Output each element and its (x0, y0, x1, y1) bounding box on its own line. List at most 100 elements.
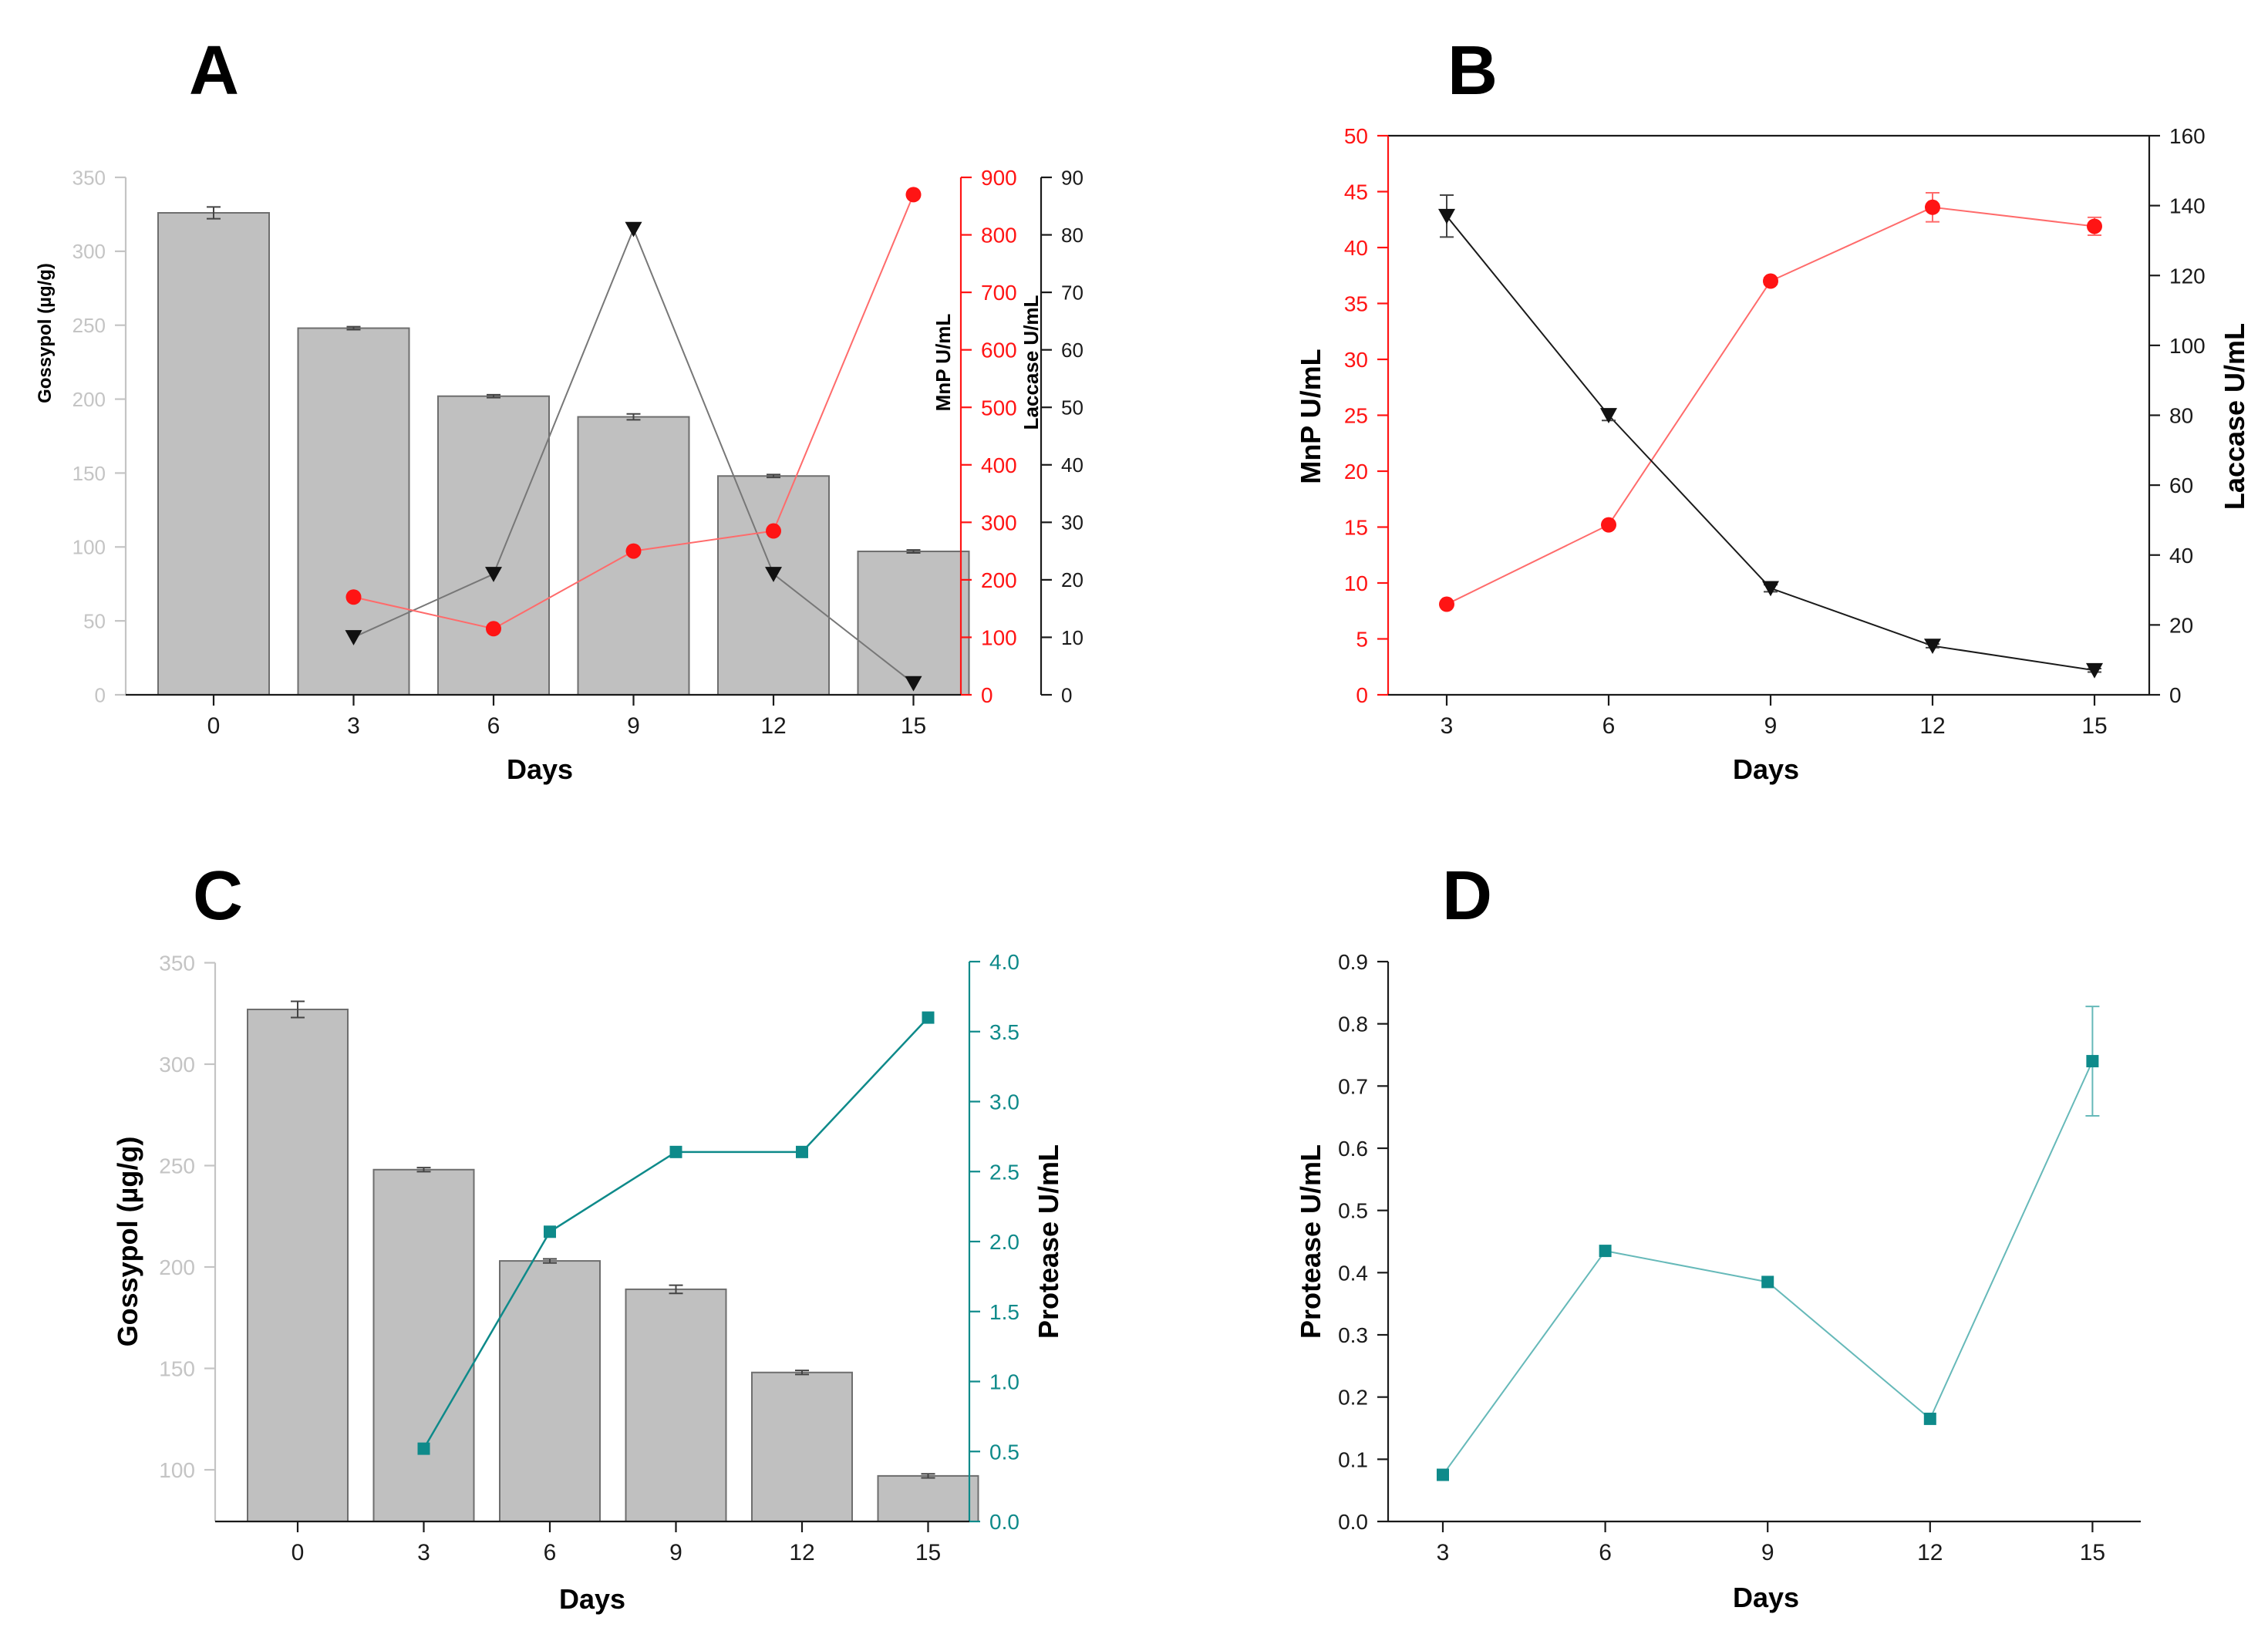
laccase-axis-tick-label: 40 (1061, 453, 1083, 477)
panel-letter: A (189, 32, 239, 110)
x-axis-tick-label: 12 (1917, 1540, 1943, 1565)
mnp-axis-tick-label: 40 (1344, 236, 1368, 260)
bar (857, 551, 970, 696)
laccase-marker (1924, 639, 1941, 655)
mnp-axis-tick-label: 50 (1344, 124, 1368, 148)
protease-axis-title: Protease U/mL (1295, 1144, 1326, 1339)
laccase-marker (1600, 408, 1617, 423)
x-axis-tick-label: 9 (669, 1540, 682, 1565)
protease-marker (1599, 1245, 1612, 1258)
mnp-marker (1763, 273, 1778, 289)
mnp-axis-tick-label: 25 (1344, 404, 1368, 428)
x-axis-tick-label: 15 (915, 1540, 941, 1565)
x-axis-tick-label: 3 (1441, 713, 1454, 739)
protease-axis-tick-label: 0.7 (1338, 1074, 1368, 1098)
laccase-axis-tick-label: 60 (2169, 473, 2193, 497)
bar (499, 1260, 601, 1522)
mnp-axis-tick-label: 35 (1344, 292, 1368, 316)
bar (247, 1008, 349, 1522)
gossypol-axis-tick-label: 350 (72, 166, 106, 189)
protease-marker (669, 1145, 682, 1158)
mnp-marker (1925, 199, 1940, 215)
mnp-axis-tick-label: 100 (981, 626, 1017, 650)
mnp-marker (1601, 517, 1616, 533)
mnp-marker (766, 523, 781, 539)
protease-axis-tick-label: 2.0 (989, 1230, 1019, 1254)
laccase-axis-tick-label: 10 (1061, 626, 1083, 649)
laccase-marker (485, 567, 502, 582)
bar (437, 395, 550, 696)
gossypol-axis-tick-label: 300 (159, 1053, 195, 1077)
protease-axis-tick-label: 1.5 (989, 1300, 1019, 1324)
bar (877, 1474, 979, 1523)
panel-d-chart: D 0.0 0.1 0.2 0.3 0.4 0.5 0.6 0.7 0.8 0.9 3 6 9 12 15 Da… (1295, 858, 2141, 1613)
gossypol-axis-tick-label: 250 (159, 1154, 195, 1178)
x-axis-tick-label: 12 (1919, 713, 1945, 739)
laccase-axis-tick-label: 80 (1061, 224, 1083, 247)
mnp-marker (625, 543, 642, 559)
gossypol-axis-tick-label: 250 (72, 314, 106, 337)
gossypol-axis-tick-label: 200 (159, 1255, 195, 1279)
x-axis-tick-label: 3 (417, 1540, 430, 1565)
protease-axis-tick-label: 0.5 (1338, 1199, 1368, 1223)
laccase-axis-tick-label: 40 (2169, 544, 2193, 568)
protease-axis-tick-label: 2.5 (989, 1160, 1019, 1184)
protease-axis-title: Protease U/mL (1033, 1144, 1064, 1339)
protease-marker (544, 1225, 556, 1238)
laccase-axis-tick-label: 140 (2169, 194, 2206, 218)
x-axis-title: Days (559, 1583, 625, 1615)
protease-axis-tick-label: 0.6 (1338, 1137, 1368, 1161)
mnp-axis-tick-label: 10 (1344, 571, 1368, 595)
mnp-marker (2087, 218, 2102, 234)
panel-a-chart: A050100150200250300350010020030040050060… (35, 32, 1083, 785)
mnp-axis-tick-label: 600 (981, 339, 1017, 362)
panel-letter: D (1442, 858, 1492, 935)
protease-line (1442, 1060, 2094, 1476)
gossypol-axis-tick-label: 0 (95, 683, 106, 706)
laccase-axis-tick-label: 60 (1061, 339, 1083, 362)
laccase-axis-tick-label: 160 (2169, 124, 2206, 148)
protease-axis-tick-label: 3.5 (989, 1020, 1019, 1044)
protease-axis-tick-label: 0.5 (989, 1440, 1019, 1464)
x-axis-tick-label: 9 (1764, 713, 1778, 739)
bar (625, 1288, 727, 1523)
mnp-axis-tick-label: 45 (1344, 180, 1368, 204)
x-axis-tick-label: 15 (901, 713, 926, 739)
x-axis-title: Days (1733, 1582, 1799, 1613)
laccase-axis-tick-label: 90 (1061, 166, 1083, 189)
x-axis-tick-label: 15 (2080, 1540, 2105, 1565)
gossypol-axis-title: Gossypol (µg/g) (35, 263, 56, 403)
protease-axis-tick-label: 0.0 (989, 1510, 1019, 1534)
x-axis-tick-label: 6 (1599, 1540, 1612, 1565)
protease-axis-tick-label: 0.9 (1338, 950, 1368, 974)
mnp-axis-tick-label: 700 (981, 281, 1017, 305)
gossypol-axis-tick-label: 350 (159, 952, 195, 976)
laccase-axis-tick-label: 50 (1061, 396, 1083, 420)
mnp-axis-tick-label: 500 (981, 396, 1017, 420)
mnp-axis-title: MnP U/mL (932, 314, 955, 412)
gossypol-axis-tick-label: 200 (72, 388, 106, 411)
laccase-marker (905, 676, 922, 692)
mnp-axis-tick-label: 400 (981, 453, 1017, 477)
laccase-axis-title: Laccase U/mL (2219, 323, 2250, 510)
mnp-axis-tick-label: 200 (981, 568, 1017, 592)
x-axis-tick-label: 3 (347, 713, 360, 739)
gossypol-axis-tick-label: 100 (72, 536, 106, 559)
x-axis-title: Days (507, 753, 573, 785)
gossypol-axis-tick-label: 150 (159, 1357, 195, 1381)
laccase-axis-tick-label: 80 (2169, 404, 2193, 428)
laccase-axis-tick-label: 70 (1061, 281, 1083, 304)
protease-marker (922, 1011, 935, 1024)
protease-axis-tick-label: 0.3 (1338, 1323, 1368, 1347)
mnp-marker (486, 621, 501, 637)
laccase-axis-tick-label: 0 (2169, 683, 2182, 707)
protease-axis-tick-label: 0.2 (1338, 1386, 1368, 1410)
bar (717, 475, 830, 696)
protease-axis-tick-label: 4.0 (989, 950, 1019, 974)
protease-axis-tick-label: 0.1 (1338, 1447, 1368, 1471)
panel-letter: B (1447, 32, 1498, 110)
protease-axis-tick-label: 1.0 (989, 1370, 1019, 1394)
x-axis-tick-label: 0 (292, 1540, 305, 1565)
panel-c-chart: C1001502002503003500.00.51.01.52.02.53.0… (112, 858, 1064, 1615)
